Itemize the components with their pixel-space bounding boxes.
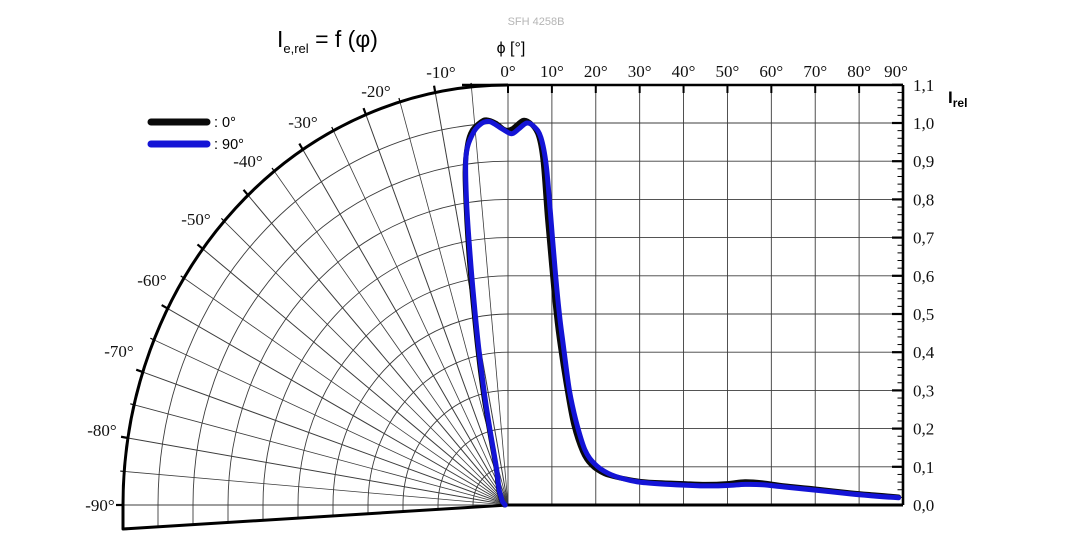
polar-grid-radial-line <box>302 149 509 506</box>
polar-angle-label: -70° <box>104 342 133 361</box>
right-axis-label: 0,3 <box>913 381 934 400</box>
polar-grid-arc <box>297 275 509 506</box>
bottom-frame-line <box>121 503 903 531</box>
y-axis-name: Irel <box>948 88 967 110</box>
polar-angle-label: -90° <box>85 496 114 515</box>
polar-grid-arc <box>192 160 509 506</box>
right-axis-label: 0,1 <box>913 458 934 477</box>
polar-grid <box>123 86 509 527</box>
polar-grid-radial-line <box>127 437 509 506</box>
legend-label-0deg: : 0° <box>214 115 236 131</box>
top-axis-label: 40° <box>672 62 696 81</box>
polar-grid-arc <box>472 466 509 506</box>
top-axis-label: 90° <box>884 62 908 81</box>
polar-angle-label: -40° <box>233 152 262 171</box>
polar-grid-radial-line <box>134 404 509 506</box>
polar-angle-label: -20° <box>361 82 390 101</box>
top-axis-label: 80° <box>847 62 871 81</box>
polar-grid-radial-line <box>124 471 509 506</box>
top-axis-label: 20° <box>584 62 608 81</box>
top-axis-label: 60° <box>759 62 783 81</box>
top-axis-label: 30° <box>628 62 652 81</box>
right-axis-label: 1,0 <box>913 114 934 133</box>
right-axis-label: 0,0 <box>913 496 934 515</box>
curve-90deg <box>463 118 902 508</box>
polar-grid-radial-line <box>183 277 509 506</box>
polar-grid-arc <box>262 237 509 506</box>
top-axis-label: 50° <box>716 62 740 81</box>
chart-title: Ie,rel = f (φ) <box>277 26 378 56</box>
cartesian-grid <box>507 85 903 505</box>
polar-grid-arc <box>227 198 509 506</box>
polar-angle-label: -80° <box>87 421 116 440</box>
right-axis-label: 0,6 <box>913 267 934 286</box>
right-axis-label: 0,2 <box>913 420 934 439</box>
top-axis-label: 70° <box>803 62 827 81</box>
curves <box>462 117 902 508</box>
right-axis-label: 0,9 <box>913 152 934 171</box>
watermark: SFH 4258B <box>508 16 565 28</box>
polar-grid-radial-line <box>167 308 509 506</box>
top-axis-label: 10° <box>540 62 564 81</box>
right-axis-label: 0,7 <box>913 229 935 248</box>
right-axis-label: 1,1 <box>913 76 934 95</box>
top-axis-label: 0° <box>500 62 515 81</box>
x-axis-unit-label: ϕ [°] <box>497 40 526 57</box>
polar-grid-arc <box>157 122 509 506</box>
polar-grid-radial-line <box>153 339 509 506</box>
right-axis-label: 0,8 <box>913 190 934 209</box>
polar-grid-radial-line <box>202 248 509 506</box>
polar-grid-arc <box>437 428 509 506</box>
polar-grid-radial-line <box>273 171 509 506</box>
legend: : 0° : 90° <box>147 115 244 153</box>
polar-angle-label: -10° <box>426 63 455 82</box>
right-axis-label: 0,4 <box>913 343 935 362</box>
axis-tick-labels: -10° -20° -30° -40° -50° -60° -70° -80° -90° 0° 10… <box>85 62 934 515</box>
polar-grid-radial-line <box>223 220 509 506</box>
polar-outer-boundary <box>121 83 509 506</box>
polar-grid-radial-line <box>247 194 509 506</box>
polar-angle-label: -60° <box>137 271 166 290</box>
polar-grid-arc <box>332 313 509 506</box>
legend-label-90deg: : 90° <box>214 137 244 153</box>
polar-grid-radial-line <box>365 114 509 506</box>
chart-frame <box>116 82 905 531</box>
polar-grid-radial-line <box>142 371 509 506</box>
polar-grid-radial-line <box>333 130 509 506</box>
right-axis-label: 0,5 <box>913 305 934 324</box>
polar-angle-label: -30° <box>288 113 317 132</box>
polar-angle-label: -50° <box>181 210 210 229</box>
polar-grid-radial-line <box>471 86 509 506</box>
curve-0deg <box>462 117 902 508</box>
